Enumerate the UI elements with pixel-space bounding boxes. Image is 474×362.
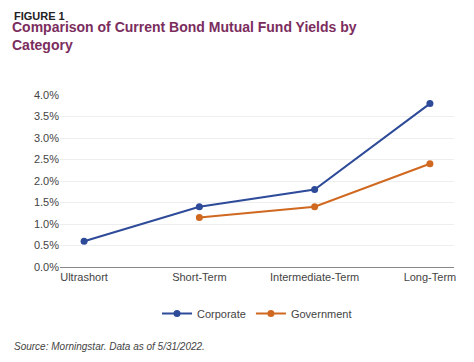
svg-text:Ultrashort: Ultrashort <box>60 271 108 283</box>
svg-text:Government: Government <box>291 308 352 320</box>
svg-text:0.5%: 0.5% <box>34 239 59 251</box>
svg-text:3.5%: 3.5% <box>34 110 59 122</box>
svg-text:Corporate: Corporate <box>197 308 246 320</box>
svg-text:1.0%: 1.0% <box>34 218 59 230</box>
svg-text:0.0%: 0.0% <box>34 261 59 273</box>
svg-text:Source: Morningstar. Data as o: Source: Morningstar. Data as of 5/31/202… <box>14 341 205 352</box>
svg-text:3.0%: 3.0% <box>34 132 59 144</box>
svg-text:2.0%: 2.0% <box>34 175 59 187</box>
svg-text:2.5%: 2.5% <box>34 153 59 165</box>
svg-text:FIGURE 1: FIGURE 1 <box>14 10 65 22</box>
svg-text:Short-Term: Short-Term <box>172 271 226 283</box>
svg-text:4.0%: 4.0% <box>34 89 59 101</box>
svg-text:Intermediate-Term: Intermediate-Term <box>270 271 359 283</box>
svg-text:Long-Term: Long-Term <box>404 271 457 283</box>
svg-text:Comparison of Current Bond Mut: Comparison of Current Bond Mutual Fund Y… <box>12 19 357 53</box>
svg-text:1.5%: 1.5% <box>34 196 59 208</box>
